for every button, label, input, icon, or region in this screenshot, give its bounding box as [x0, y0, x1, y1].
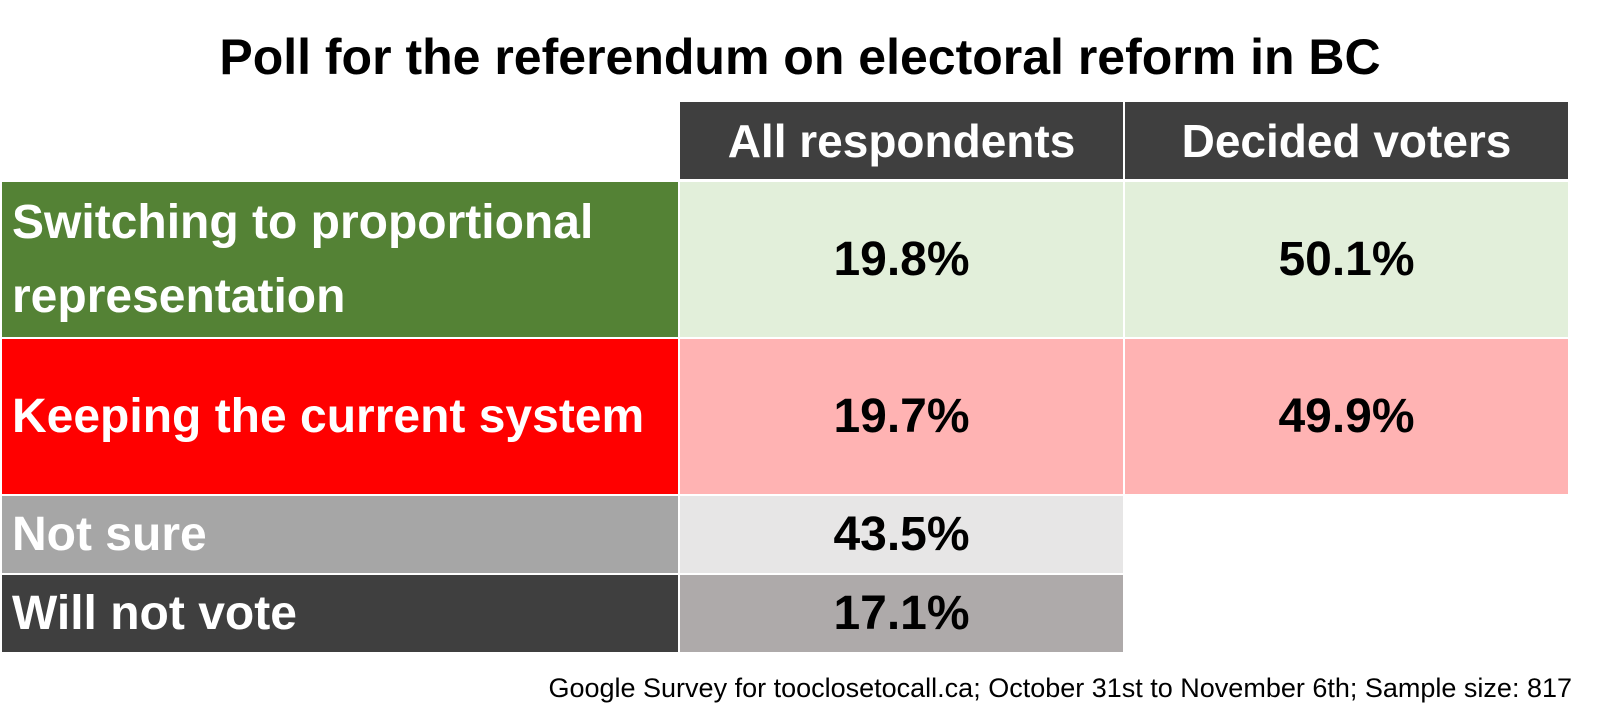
row-label: Will not vote [2, 575, 678, 652]
source-note: Google Survey for tooclosetocall.ca; Oct… [548, 673, 1572, 703]
value-cell: 19.7% [680, 339, 1123, 494]
column-header: Decided voters [1125, 102, 1568, 179]
value-cell: 43.5% [680, 496, 1123, 573]
value-cell: 19.8% [680, 182, 1123, 337]
row-label: Keeping the current system [2, 339, 678, 494]
chart-title: Poll for the referendum on electoral ref… [219, 29, 1381, 85]
value-cell: 49.9% [1125, 339, 1568, 494]
column-header: All respondents [680, 102, 1123, 179]
row-label: Not sure [2, 496, 678, 573]
value-cell: 17.1% [680, 575, 1123, 652]
row-label: Switching to proportional representation [2, 182, 678, 337]
value-cell: 50.1% [1125, 182, 1568, 337]
